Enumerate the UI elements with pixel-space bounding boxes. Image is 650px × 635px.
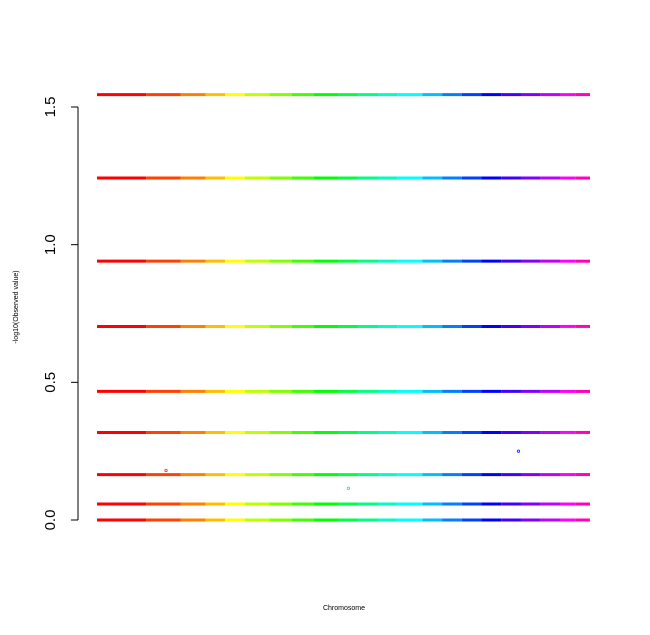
y-tick-label: 0.0 (42, 510, 59, 531)
data-point (346, 486, 351, 490)
outlier-points (164, 449, 521, 490)
y-tick-label: 0.5 (42, 372, 59, 393)
data-point (164, 468, 168, 473)
x-axis-title: Chromosome (323, 605, 365, 612)
data-point (516, 449, 521, 453)
y-tick-label: 1.5 (42, 97, 59, 118)
y-axis: 0.0 0.5 1.0 1.5 (42, 97, 79, 531)
band-lines (97, 93, 590, 522)
y-tick-label: 1.0 (42, 234, 59, 255)
y-axis-title: -log10(Observed value) (13, 270, 20, 343)
